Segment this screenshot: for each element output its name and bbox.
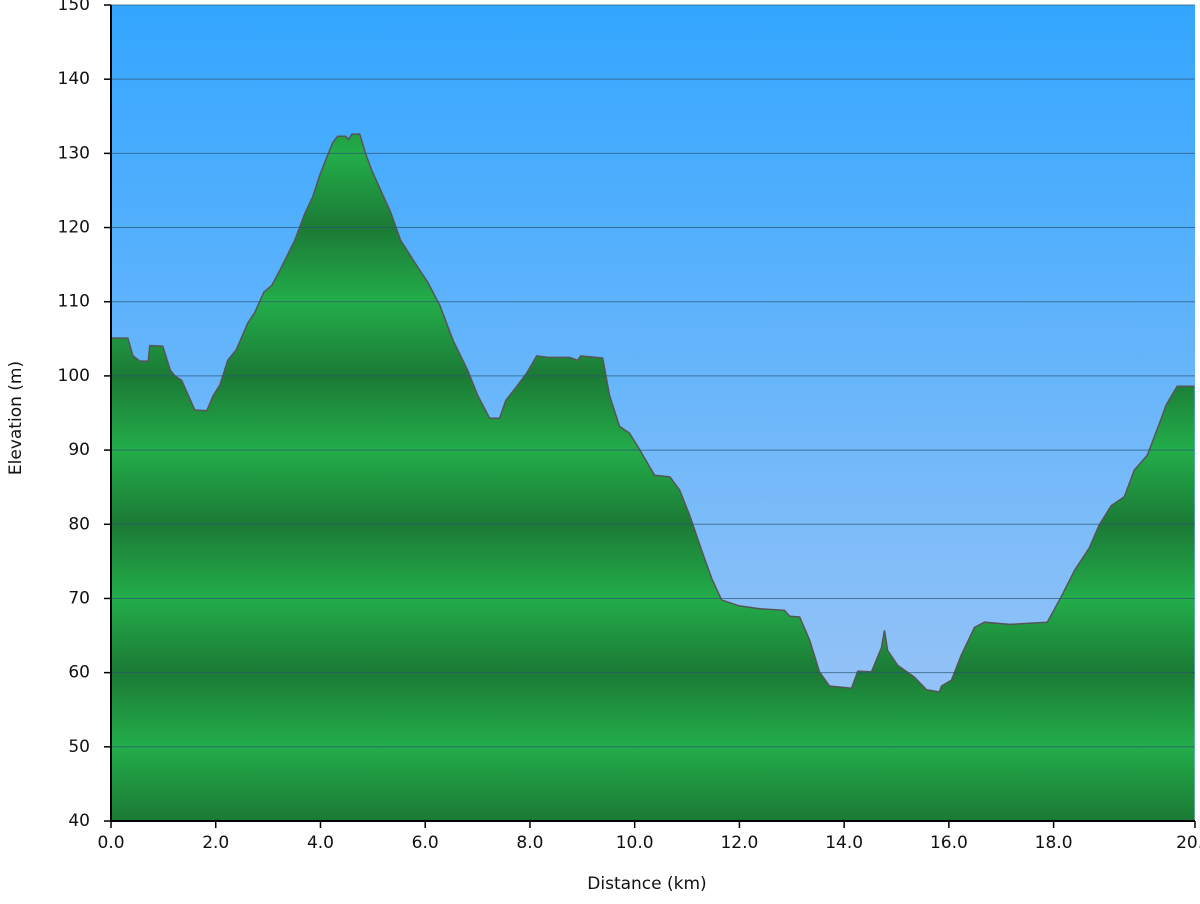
- x-tick-label: 0.0: [97, 833, 124, 853]
- x-tick-label: 20.7: [1176, 833, 1200, 853]
- y-axis-label: Elevation (m): [6, 361, 26, 475]
- y-tick-label: 150: [58, 0, 90, 15]
- x-tick-label: 4.0: [307, 833, 334, 853]
- x-tick-label: 12.0: [720, 833, 758, 853]
- y-tick-label: 110: [58, 292, 90, 312]
- x-axis-label: Distance (km): [587, 874, 706, 894]
- y-tick-label: 130: [58, 143, 90, 163]
- x-tick-label: 6.0: [412, 833, 439, 853]
- y-tick-label: 80: [68, 514, 90, 534]
- x-tick-label: 14.0: [825, 833, 863, 853]
- elevation-line: [111, 133, 1195, 693]
- y-tick-label: 50: [68, 737, 90, 757]
- y-tick-label: 40: [68, 811, 90, 831]
- x-tick-label: 8.0: [516, 833, 543, 853]
- y-tick-label: 120: [58, 218, 90, 238]
- y-tick-label: 100: [58, 366, 90, 386]
- y-tick-label: 60: [68, 663, 90, 683]
- y-tick-label: 140: [58, 69, 90, 89]
- x-tick-label: 2.0: [202, 833, 229, 853]
- y-tick-label: 90: [68, 440, 90, 460]
- elevation-area: [111, 134, 1195, 822]
- y-tick-label: 70: [68, 588, 90, 608]
- x-tick-label: 18.0: [1035, 833, 1073, 853]
- x-tick-label: 10.0: [616, 833, 654, 853]
- x-tick-label: 16.0: [930, 833, 968, 853]
